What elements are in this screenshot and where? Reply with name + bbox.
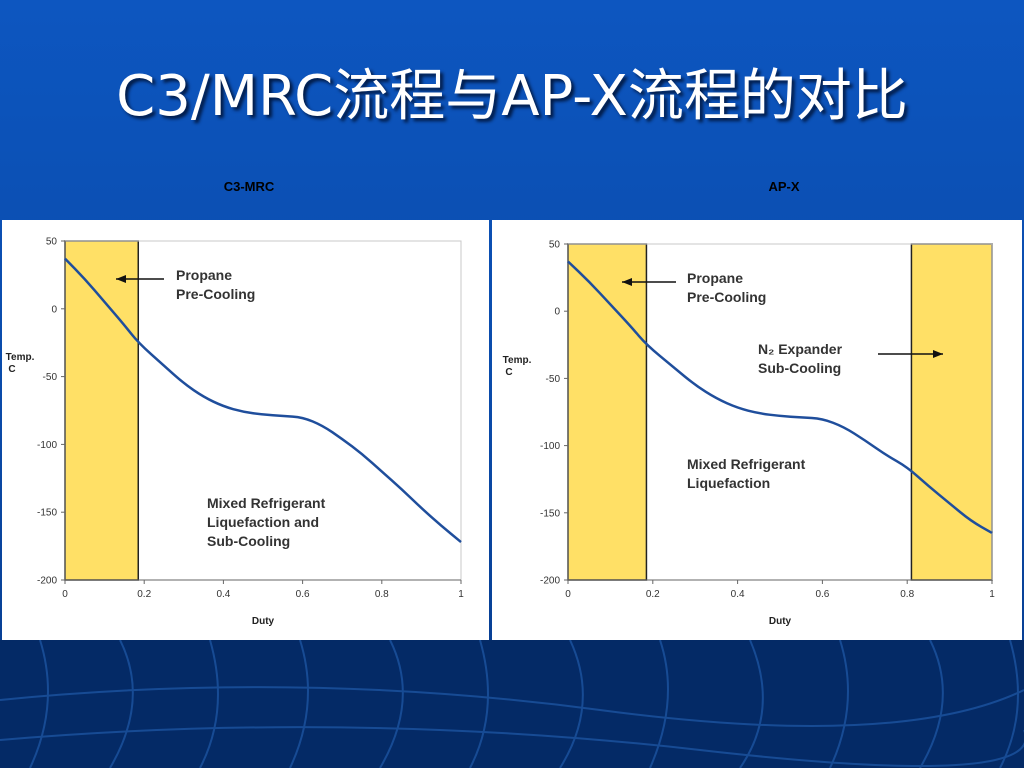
y-axis-label: Temp.	[6, 352, 35, 363]
x-tick-label: 0.8	[375, 589, 389, 600]
annotation-text: Sub-Cooling	[207, 533, 290, 549]
x-tick-label: 0.8	[900, 589, 914, 600]
x-tick-label: 0.6	[815, 589, 829, 600]
temperature-curve	[64, 257, 462, 543]
annotation-text: Sub-Cooling	[758, 360, 841, 376]
y-tick-label: 0	[51, 304, 57, 315]
x-tick-label: 0	[62, 589, 68, 600]
y-tick-label: -200	[540, 576, 560, 587]
x-tick-label: 0.4	[216, 589, 230, 600]
y-tick-label: 50	[46, 237, 58, 248]
x-tick-label: 0.2	[137, 589, 151, 600]
slide-title: C3/MRC流程与AP-X流程的对比	[116, 64, 908, 129]
highlight-region	[910, 243, 993, 581]
y-tick-label: -100	[37, 440, 57, 451]
y-tick-label: -100	[540, 441, 560, 452]
annotation-text: Propane	[176, 267, 232, 283]
y-tick-label: -50	[546, 374, 561, 385]
x-tick-label: 0.6	[296, 589, 310, 600]
y-tick-label: -150	[540, 508, 560, 519]
annotation-text: Pre-Cooling	[687, 289, 766, 305]
chart-title-c3-mrc: C3-MRC	[223, 179, 275, 194]
x-axis-label: Duty	[769, 616, 792, 627]
highlight-region	[567, 243, 648, 581]
annotation-text: Mixed Refrigerant	[207, 495, 326, 511]
y-axis-label: Temp.	[503, 355, 532, 366]
annotation-text: Liquefaction	[687, 475, 770, 491]
chart-0: 50 0 -50 -100 -150 -200 0 0.2 0.4 0.6 0.8 1 Temp.C Du…	[2, 220, 489, 640]
temperature-curve	[567, 260, 993, 535]
x-tick-label: 0.4	[731, 589, 745, 600]
decorative-bottom-band	[0, 640, 1024, 768]
x-tick-label: 1	[458, 589, 464, 600]
annotation-text: Liquefaction and	[207, 514, 319, 530]
y-tick-label: -50	[43, 372, 58, 383]
y-tick-label: -150	[37, 508, 57, 519]
annotation-text: Pre-Cooling	[176, 286, 255, 302]
y-tick-label: 50	[549, 240, 561, 251]
y-axis-label: C	[505, 367, 512, 378]
x-tick-label: 0.2	[646, 589, 660, 600]
x-tick-label: 1	[989, 589, 995, 600]
y-axis-label: C	[8, 364, 15, 375]
annotation-text: N₂ Expander	[758, 341, 843, 357]
x-tick-label: 0	[565, 589, 571, 600]
chart-area: 50 0 -50 -100 -150 -200 0 0.2 0.4 0.6 0.8 1 Temp. C Du…	[0, 218, 1024, 640]
annotation-text: Propane	[687, 270, 743, 286]
chart-title-ap-x: AP-X	[768, 179, 800, 194]
arrow-head	[933, 350, 943, 358]
annotation-text: Mixed Refrigerant	[687, 456, 806, 472]
highlight-region	[64, 240, 140, 581]
y-tick-label: 0	[554, 307, 560, 318]
chart-1: 50 0 -50 -100 -150 -200 0 0.2 0.4 0.6 0.8 1 Temp.C Du…	[492, 220, 1022, 640]
arrow-head	[116, 275, 126, 283]
arrow-head	[622, 278, 632, 286]
y-tick-label: -200	[37, 576, 57, 587]
x-axis-label: Duty	[252, 616, 275, 627]
